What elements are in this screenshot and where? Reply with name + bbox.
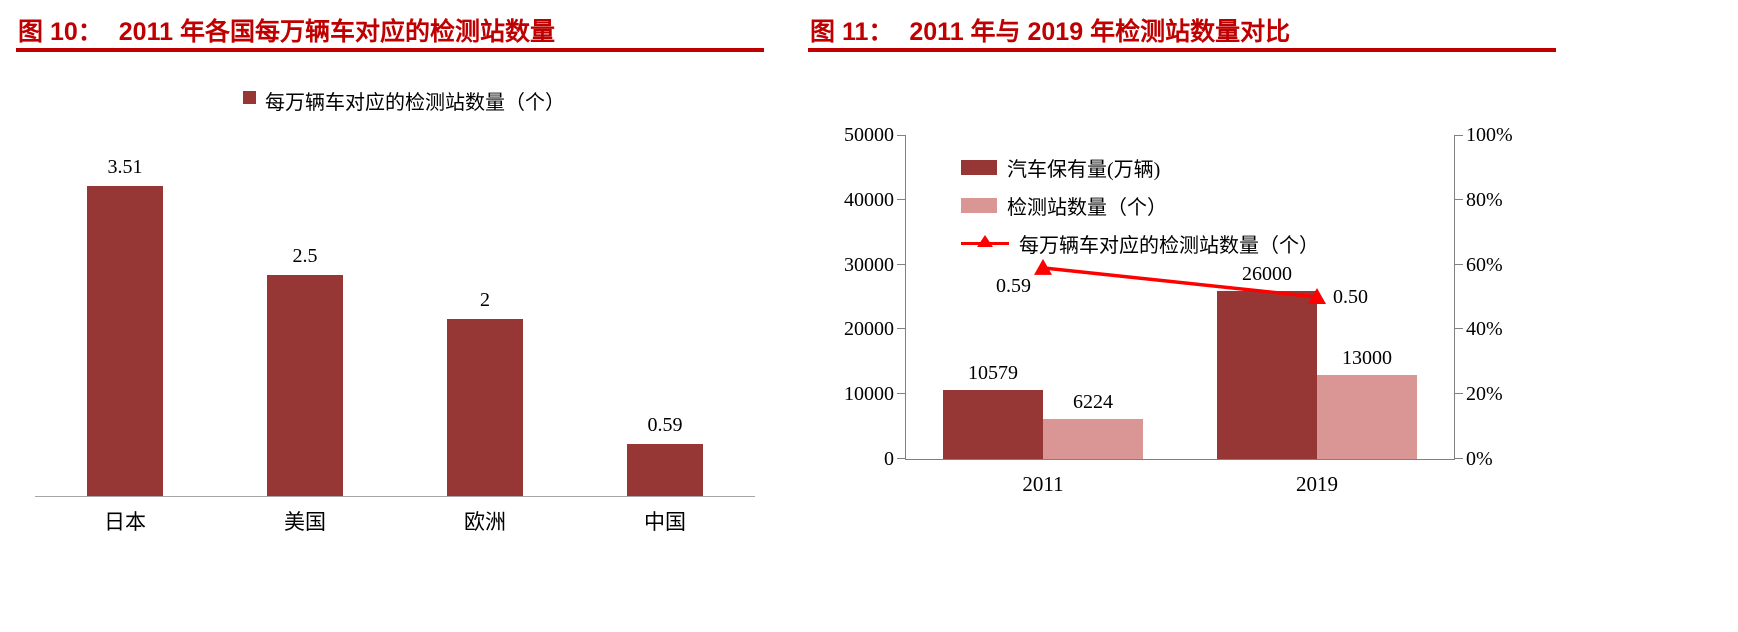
left-axis-tick-label: 10000 (844, 383, 894, 406)
bar-2019-stations (1317, 375, 1417, 459)
figure-11-legend: 汽车保有量(万辆) 检测站数量（个） 每万辆车对应的检测站数量（个） (961, 153, 1319, 258)
bar-日本 (87, 186, 163, 496)
right-axis-tickmark (1455, 458, 1463, 459)
category-label: 2019 (1296, 472, 1338, 496)
legend-label-car-parc: 汽车保有量(万辆) (1007, 159, 1161, 181)
bar-中国 (627, 444, 703, 496)
figure-10-title-rule (16, 48, 764, 52)
figure-10-plot-area: 3.51 日本 2.5 美国 2 欧洲 0.59 中国 (35, 130, 755, 533)
figure-11-number: 图 11： (810, 18, 894, 46)
right-axis-tickmark (1455, 328, 1463, 330)
right-axis-tick-label: 20% (1466, 383, 1503, 406)
figure-11-title-rule (808, 48, 1556, 52)
right-axis-tick-label: 0% (1466, 448, 1493, 470)
bar-value-label: 10579 (968, 362, 1018, 384)
left-axis-tickmark (897, 135, 905, 136)
legend-dark-bar-swatch-icon (961, 160, 997, 175)
legend-label-ratio: 每万辆车对应的检测站数量（个） (1019, 235, 1319, 257)
right-axis-tick-label: 60% (1466, 253, 1503, 276)
figure-10-legend: 每万辆车对应的检测站数量（个） (243, 86, 565, 115)
right-axis-tickmark (1455, 263, 1463, 265)
bar-value-label: 13000 (1342, 347, 1392, 369)
left-axis-tick-label: 50000 (844, 124, 894, 146)
line-value-label: 0.50 (1333, 286, 1368, 308)
left-axis-tickmark (897, 458, 905, 459)
figure-10-legend-label: 每万辆车对应的检测站数量（个） (265, 92, 565, 114)
left-axis-tick-label: 40000 (844, 188, 894, 211)
left-axis-tick-label: 20000 (844, 318, 894, 341)
left-axis-tickmark (897, 328, 905, 330)
figure-10-title: 图 10： 2011 年各国每万辆车对应的检测站数量 (18, 12, 555, 48)
line-value-label: 0.59 (996, 274, 1031, 297)
bar-2019-car-parc (1217, 291, 1317, 459)
category-label: 美国 (284, 510, 326, 534)
bar-2011-car-parc (943, 390, 1043, 459)
category-label: 欧洲 (464, 510, 506, 534)
category-label: 日本 (104, 510, 146, 534)
legend-label-station-count: 检测站数量（个） (1007, 197, 1167, 219)
legend-square-swatch-icon (243, 91, 256, 104)
left-axis-tickmark (897, 263, 905, 265)
bar-美国 (267, 275, 343, 496)
right-axis-tick-label: 40% (1466, 318, 1503, 341)
legend-item-car-parc: 汽车保有量(万辆) (961, 153, 1319, 182)
left-axis-tickmark (897, 393, 905, 395)
bar-2011-stations (1043, 419, 1143, 459)
figure-11-panel: 图 11： 2011 年与 2019 年检测站数量对比 汽车保有量(万辆) 检测站… (792, 0, 1738, 632)
figure-10-panel: 图 10： 2011 年各国每万辆车对应的检测站数量 每万辆车对应的检测站数量（个… (0, 0, 780, 632)
legend-item-station-count: 检测站数量（个） (961, 191, 1319, 220)
bar-value-label: 2 (480, 289, 490, 311)
legend-line-marker-icon (961, 235, 1009, 247)
right-axis-tickmark (1455, 198, 1463, 200)
figure-11-heading: 2011 年与 2019 年检测站数量对比 (909, 18, 1291, 46)
bar-value-label: 0.59 (647, 414, 683, 436)
bar-欧洲 (447, 319, 523, 496)
figure-11-plot-area: 汽车保有量(万辆) 检测站数量（个） 每万辆车对应的检测站数量（个） 0 1000… (844, 124, 1513, 495)
bar-value-label: 2.5 (292, 245, 318, 267)
left-axis-tick-label: 30000 (844, 253, 894, 276)
left-axis-tickmark (897, 198, 905, 200)
right-axis-tickmark (1455, 393, 1463, 395)
right-axis-tick-label: 100% (1466, 124, 1513, 146)
figure-10-heading: 2011 年各国每万辆车对应的检测站数量 (118, 18, 555, 46)
legend-item-ratio-line: 每万辆车对应的检测站数量（个） (961, 229, 1319, 258)
category-label: 中国 (644, 510, 686, 534)
triangle-marker-icon (977, 235, 993, 247)
right-axis-tickmark (1455, 135, 1463, 136)
left-axis-tick-label: 0 (884, 448, 894, 470)
bar-value-label: 3.51 (107, 156, 143, 178)
bar-value-label: 6224 (1073, 391, 1113, 413)
bar-value-label: 26000 (1242, 263, 1292, 285)
right-axis-tick-label: 80% (1466, 188, 1503, 211)
figure-11-title: 图 11： 2011 年与 2019 年检测站数量对比 (810, 12, 1290, 48)
figure-10-number: 图 10： (18, 18, 103, 46)
category-label: 2011 (1022, 472, 1064, 496)
legend-pink-bar-swatch-icon (961, 198, 997, 213)
